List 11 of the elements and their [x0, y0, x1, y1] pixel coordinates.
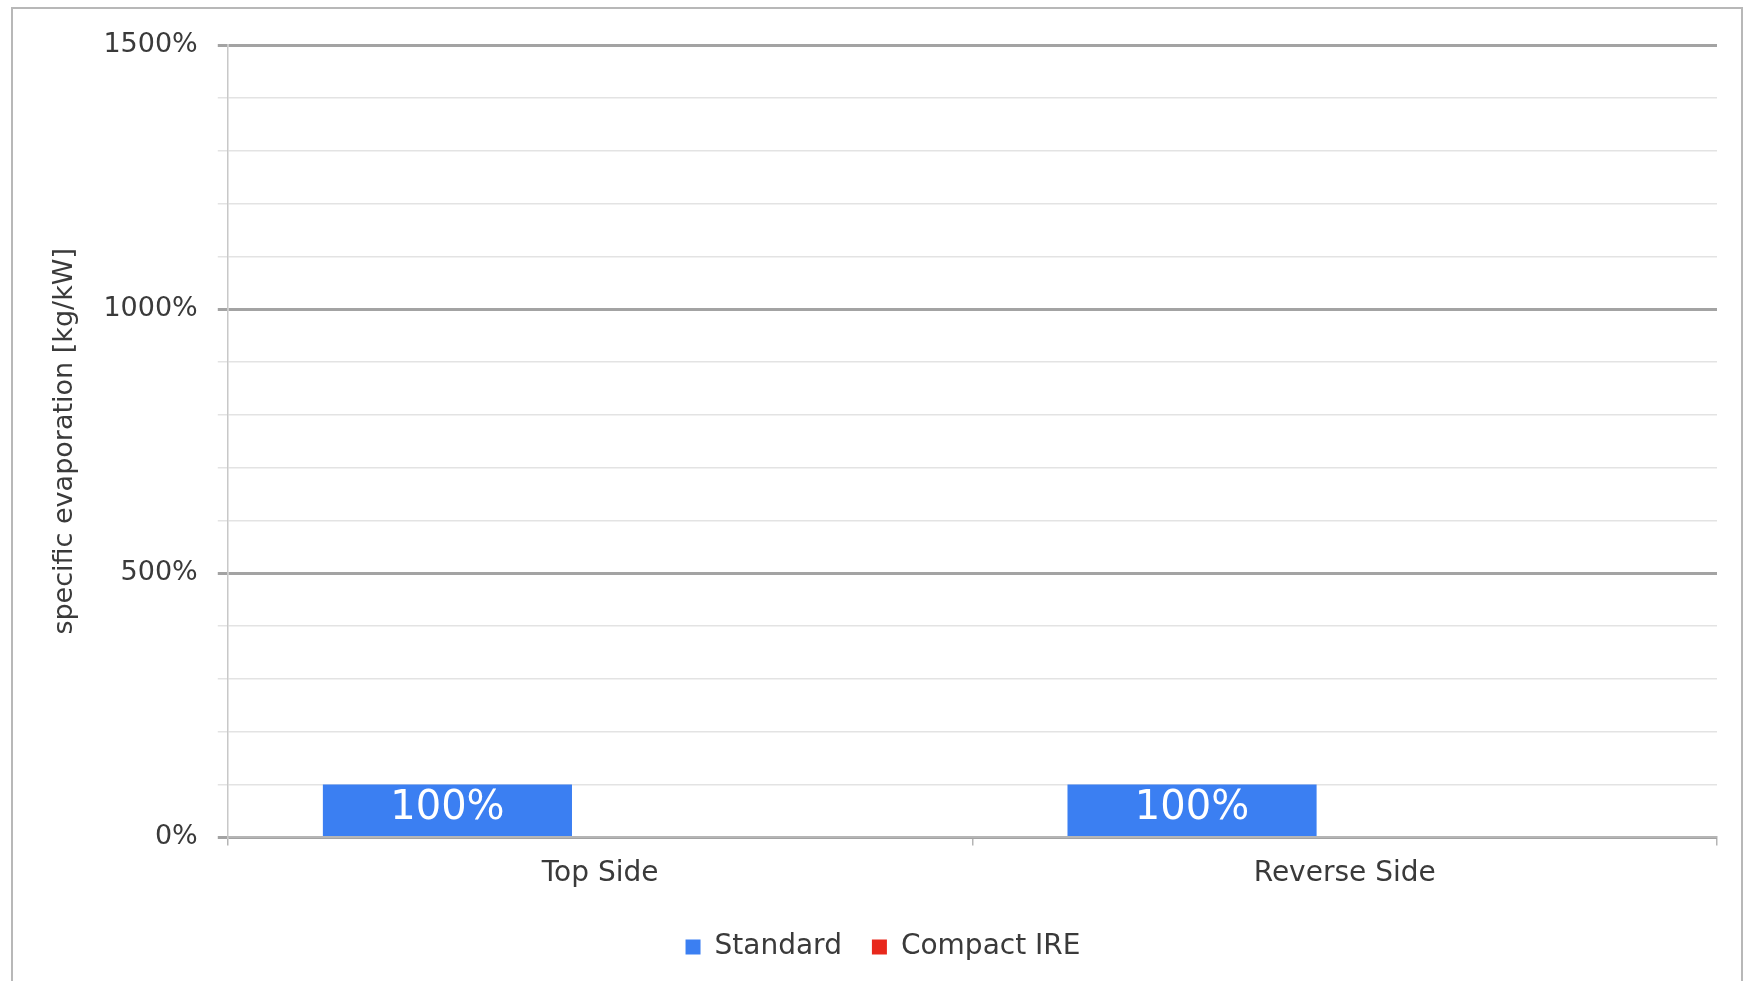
y-tick-label: 500% [120, 555, 198, 587]
x-tick-label: Reverse Side [1253, 855, 1436, 889]
y-tick-label: 0% [154, 819, 198, 851]
legend-label: Standard [714, 928, 842, 962]
data-label: 100% [390, 781, 505, 828]
legend-label: Compact IRE [900, 928, 1081, 962]
x-tick-label: Top Side [540, 855, 659, 889]
data-label: 100% [1134, 781, 1250, 828]
y-axis-title: specific evaporation [kg/kW] [47, 248, 79, 635]
y-tick-label: 1500% [103, 27, 198, 59]
y-tick-label: 1000% [103, 291, 198, 323]
